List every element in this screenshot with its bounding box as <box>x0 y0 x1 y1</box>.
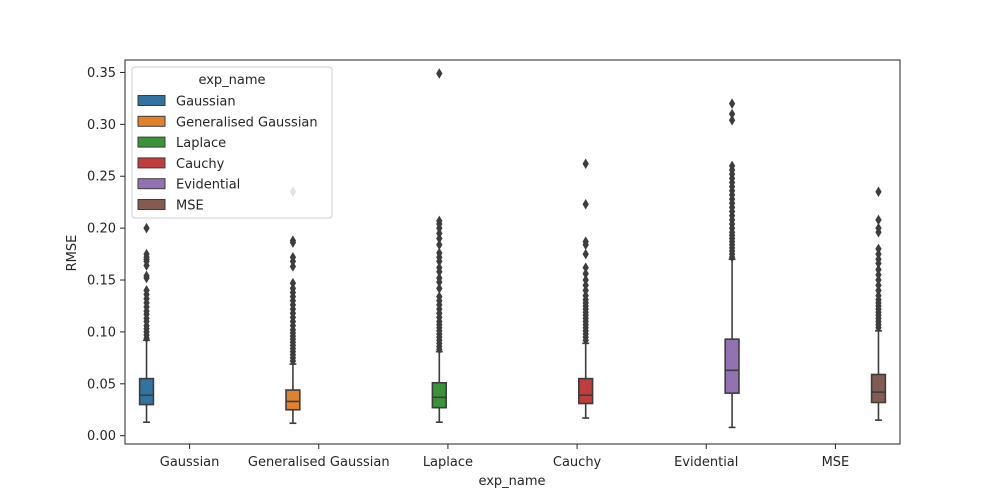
box-body <box>138 377 155 406</box>
y-tick-label: 0.00 <box>87 429 116 444</box>
legend-label: Laplace <box>176 136 226 151</box>
outlier-point <box>728 160 736 172</box>
box-body <box>285 389 301 411</box>
outlier-point <box>289 235 297 246</box>
y-tick-label: 0.05 <box>87 377 116 392</box>
y-tick-label: 0.10 <box>87 325 116 340</box>
outlier-point <box>875 243 882 255</box>
legend-swatch <box>137 199 166 210</box>
box-body <box>578 377 594 405</box>
y-tick-label: 0.20 <box>87 222 116 237</box>
box-evidential <box>724 98 740 429</box>
outlier-point <box>728 114 736 126</box>
outlier-point <box>582 158 589 170</box>
outlier-point <box>582 199 589 210</box>
outlier-point <box>728 108 736 120</box>
outlier-point <box>436 291 443 302</box>
y-tick-label: 0.25 <box>87 170 116 185</box>
y-tick-label: 0.35 <box>87 66 116 81</box>
x-axis-label: exp_name <box>478 474 545 489</box>
legend: exp_name Gaussian Generalised Gaussian Lap… <box>131 66 333 219</box>
outlier-point <box>875 214 882 226</box>
outlier-point <box>143 285 150 296</box>
outlier-point <box>289 251 297 263</box>
outlier-point <box>289 277 297 289</box>
outlier-point <box>436 239 443 250</box>
outlier-point <box>436 215 443 227</box>
outlier-point <box>436 247 443 259</box>
box-body <box>724 338 740 394</box>
legend-label: Gaussian <box>176 95 236 110</box>
outlier-point <box>143 270 150 282</box>
x-tick-label: Cauchy <box>553 455 602 470</box>
legend-label: Generalised Gaussian <box>176 115 318 130</box>
box-body <box>870 373 887 404</box>
outlier-point <box>582 268 589 280</box>
x-axis: Gaussian Generalised Gaussian Laplace Cauch… <box>160 444 850 470</box>
legend-swatch <box>137 178 166 190</box>
outlier-point <box>436 272 443 284</box>
outlier-point <box>436 283 443 294</box>
outlier-point <box>728 98 736 109</box>
outlier-point <box>143 248 150 260</box>
legend-label: Cauchy <box>176 157 225 172</box>
y-tick-label: 0.30 <box>87 118 116 133</box>
legend-title: exp_name <box>198 73 265 88</box>
outlier-point <box>582 236 589 247</box>
x-tick-label: MSE <box>822 455 850 470</box>
y-axis: 0.00 0.05 0.10 0.15 0.20 0.25 0.30 0.35 <box>87 66 125 444</box>
outlier-point <box>875 222 882 234</box>
box-laplace <box>431 68 447 424</box>
legend-swatch <box>137 157 166 169</box>
legend-frame <box>131 66 333 219</box>
box-body <box>431 381 447 409</box>
box-generalised-gaussian <box>285 186 301 425</box>
outlier-point <box>582 248 589 260</box>
box-gaussian <box>138 222 155 424</box>
legend-swatch <box>137 115 166 127</box>
box-cauchy <box>578 158 594 419</box>
legend-swatch <box>137 136 166 148</box>
y-axis-label: RMSE <box>65 235 80 272</box>
outlier-point <box>582 274 589 286</box>
legend-label: Evidential <box>176 178 240 193</box>
x-tick-label: Generalised Gaussian <box>248 455 390 470</box>
outlier-point <box>875 186 882 198</box>
outlier-point <box>143 222 150 234</box>
outlier-point <box>875 264 882 275</box>
y-tick-label: 0.15 <box>87 274 116 289</box>
outlier-point <box>582 262 589 273</box>
outlier-point <box>436 68 443 79</box>
legend-swatch <box>137 95 166 106</box>
boxes <box>138 68 887 429</box>
x-tick-label: Gaussian <box>160 455 220 470</box>
outlier-point <box>436 262 443 273</box>
x-tick-label: Laplace <box>423 455 473 470</box>
box-mse <box>870 186 887 421</box>
legend-label: MSE <box>176 199 204 214</box>
x-tick-label: Evidential <box>674 455 738 470</box>
